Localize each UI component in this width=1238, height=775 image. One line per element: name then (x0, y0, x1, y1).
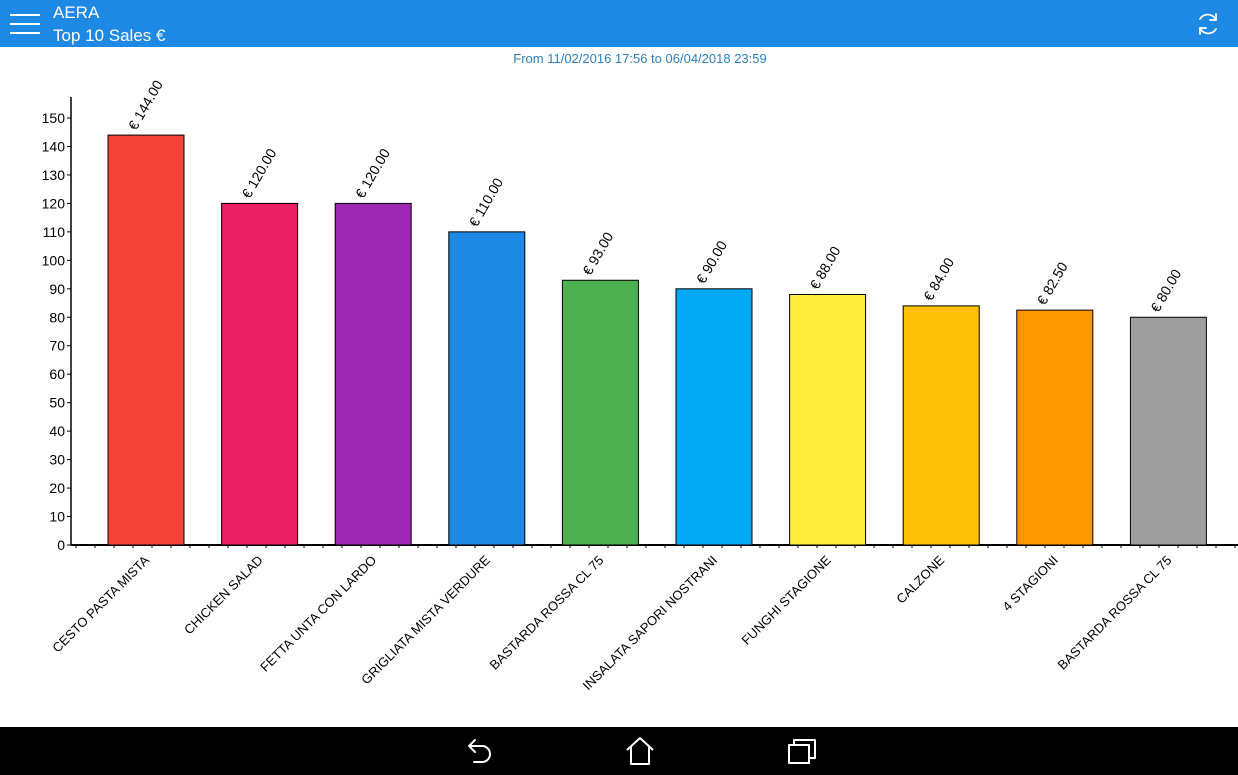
y-tick-label: 80 (49, 309, 65, 325)
bar-value-label: € 84.00 (920, 255, 957, 304)
bar-value-label: € 90.00 (693, 238, 730, 287)
category-label: BASTARDA ROSSA CL 75 (487, 553, 607, 673)
refresh-button[interactable] (1194, 10, 1222, 38)
category-label: GRIGLIATA MISTA VERDURE (358, 552, 493, 687)
bar (1016, 309, 1094, 546)
home-icon (626, 737, 654, 765)
y-tick-label: 120 (42, 195, 66, 211)
y-tick-label: 20 (49, 480, 65, 496)
bar-value-label: € 144.00 (125, 77, 166, 132)
bar (1129, 316, 1207, 546)
y-tick-label: 130 (42, 167, 66, 183)
bar (561, 279, 639, 546)
bar (107, 134, 185, 546)
category-label: FETTA UNTA CON LARDO (257, 553, 379, 675)
recent-apps-button[interactable] (785, 735, 819, 767)
y-tick-label: 110 (43, 224, 66, 240)
y-tick-label: 0 (57, 537, 65, 553)
bar-value-label: € 93.00 (579, 229, 616, 278)
y-tick-label: 30 (49, 452, 65, 468)
category-label: 4 STAGIONI (999, 553, 1061, 615)
y-tick-label: 10 (49, 509, 65, 525)
home-button[interactable] (623, 735, 657, 767)
y-tick-label: 150 (42, 110, 66, 126)
category-label: CHICKEN SALAD (181, 553, 266, 638)
bar (789, 293, 867, 546)
recent-apps-icon (788, 739, 816, 764)
category-label: FUNGHI STAGIONE (739, 552, 834, 647)
category-label: BASTARDA ROSSA CL 75 (1055, 553, 1175, 673)
sales-bar-chart: 0 10 20 30 40 50 60 70 80 90 100 110 120 130 140 150 € … (42, 77, 1238, 694)
y-tick-label: 90 (49, 281, 65, 297)
app-title-block: AERA Top 10 Sales € (53, 1, 165, 47)
bar-value-label: € 120.00 (238, 146, 279, 201)
bar-value-label: € 88.00 (806, 243, 843, 292)
date-range-label: From 11/02/2016 17:56 to 06/04/2018 23:5… (513, 51, 767, 66)
screen-title: Top 10 Sales € (53, 26, 166, 45)
category-label: CALZONE (893, 552, 947, 606)
bar (675, 288, 753, 546)
refresh-icon (1199, 13, 1217, 35)
back-icon (468, 739, 491, 763)
category-label: INSALATA SAPORI NOSTRANI (580, 553, 721, 694)
bar-value-label: € 110.00 (466, 175, 507, 229)
menu-button[interactable] (6, 8, 42, 40)
bar (448, 231, 526, 546)
app-bar: AERA Top 10 Sales € (0, 0, 1238, 47)
back-button[interactable] (462, 735, 496, 767)
bar-value-label: € 120.00 (352, 146, 393, 201)
bar (902, 305, 980, 546)
bar (221, 202, 299, 546)
y-tick-label: 70 (49, 338, 65, 354)
y-tick-label: 100 (42, 252, 66, 268)
y-tick-label: 40 (49, 423, 65, 439)
y-tick-label: 50 (49, 395, 65, 411)
system-nav-bar (0, 727, 1238, 775)
bar-value-label: € 80.00 (1147, 266, 1184, 315)
y-tick-label: 60 (49, 366, 65, 382)
category-label: CESTO PASTA MISTA (49, 552, 152, 655)
app-name: AERA (53, 3, 100, 22)
bar-value-label: € 82.50 (1034, 259, 1071, 308)
y-tick-label: 140 (42, 138, 66, 154)
bar (334, 202, 412, 546)
